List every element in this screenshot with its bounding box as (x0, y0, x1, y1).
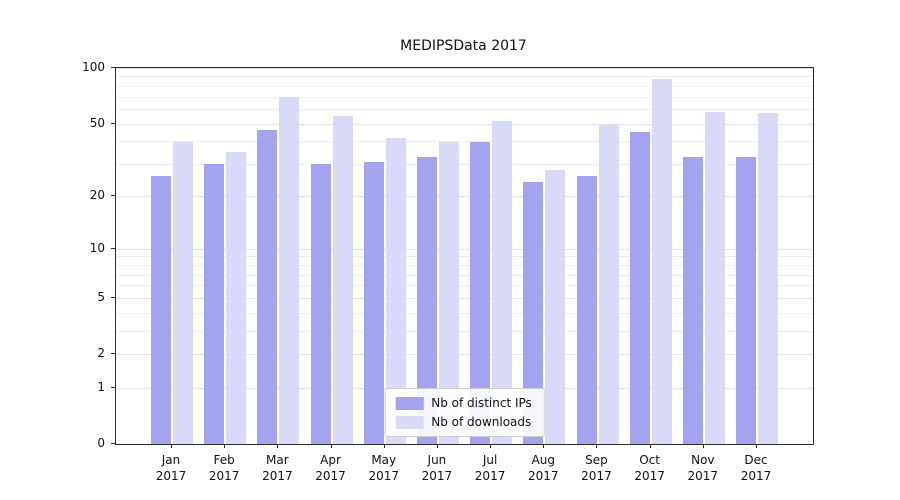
bar-distinct-ips-may (363, 161, 384, 444)
gridline (116, 264, 813, 266)
bar-distinct-ips-mar (257, 130, 278, 444)
y-tick-mark (111, 122, 115, 124)
gridline (116, 141, 813, 143)
x-tick-mark (702, 444, 704, 448)
x-tick-label-jan: Jan 2017 (155, 453, 187, 483)
bar-distinct-ips-jul (470, 141, 491, 444)
gridline (116, 274, 813, 276)
gridline (116, 331, 813, 333)
gridline (116, 312, 813, 314)
x-tick-label-feb: Feb 2017 (208, 453, 240, 483)
bar-downloads-feb (226, 152, 247, 444)
gridline (116, 123, 813, 125)
x-tick-label-jul: Jul 2017 (474, 453, 506, 483)
x-tick-label-nov: Nov 2017 (687, 453, 719, 483)
legend: Nb of distinct IPs Nb of downloads (384, 388, 545, 437)
x-tick-label-dec: Dec 2017 (740, 453, 772, 483)
y-tick-label-2: 2 (97, 346, 105, 361)
y-tick-label-100: 100 (82, 60, 105, 74)
gridline (116, 195, 813, 197)
y-tick-label-1: 1 (97, 379, 105, 394)
x-tick-mark (649, 444, 651, 448)
x-tick-label-jun: Jun 2017 (421, 453, 453, 483)
bar-distinct-ips-oct (629, 132, 650, 444)
legend-swatch-downloads (395, 415, 424, 429)
x-tick-label-aug: Aug 2017 (527, 453, 559, 483)
bar-distinct-ips-jan (151, 175, 171, 444)
y-tick-label-20: 20 (89, 187, 105, 202)
y-tick-mark (111, 443, 115, 444)
x-tick-mark (596, 444, 598, 448)
gridline (116, 354, 813, 356)
x-tick-label-oct: Oct 2017 (634, 453, 665, 483)
bar-downloads-aug (545, 169, 566, 444)
gridline (116, 76, 813, 78)
legend-item-downloads: Nb of downloads (395, 415, 532, 429)
bar-downloads-jul (492, 120, 513, 444)
y-tick-label-10: 10 (89, 240, 105, 255)
gridline (116, 164, 813, 166)
gridline (116, 298, 813, 300)
x-tick-mark (436, 444, 438, 448)
bar-downloads-jun (438, 141, 459, 444)
x-tick-label-may: May 2017 (368, 453, 399, 483)
y-tick-mark (111, 194, 115, 196)
bar-downloads-mar (279, 96, 300, 444)
x-tick-mark (543, 444, 545, 448)
gridline (116, 109, 813, 111)
bar-distinct-ips-aug (523, 181, 544, 444)
bar-downloads-dec (758, 113, 778, 444)
gridline (116, 68, 813, 69)
gridline (116, 248, 813, 250)
gridline (116, 285, 813, 287)
legend-swatch-distinct-ips (395, 396, 424, 410)
bar-distinct-ips-jun (416, 156, 437, 444)
bar-downloads-jan (173, 141, 193, 444)
gridline (116, 85, 813, 87)
bar-downloads-nov (704, 111, 725, 444)
y-tick-label-0: 0 (97, 436, 105, 450)
x-tick-mark (756, 444, 757, 448)
x-tick-label-apr: Apr 2017 (315, 453, 346, 483)
legend-label-distinct-ips: Nb of distinct IPs (431, 396, 532, 410)
bar-downloads-may (385, 137, 406, 444)
x-tick-mark (330, 444, 332, 448)
x-tick-mark (383, 444, 385, 448)
x-tick-mark (171, 444, 172, 448)
y-tick-mark (111, 297, 115, 299)
y-tick-mark (111, 386, 115, 388)
plot-area: Nb of distinct IPs Nb of downloads (115, 67, 814, 445)
x-tick-mark (277, 444, 279, 448)
gridline (116, 256, 813, 258)
x-tick-mark (224, 444, 226, 448)
bar-distinct-ips-feb (204, 164, 225, 444)
y-tick-mark (111, 247, 115, 249)
x-tick-label-sep: Sep 2017 (581, 453, 612, 483)
bar-distinct-ips-nov (682, 156, 703, 444)
chart-title: MEDIPSData 2017 (400, 38, 527, 54)
bar-downloads-apr (332, 116, 353, 444)
legend-item-distinct-ips: Nb of distinct IPs (395, 396, 532, 410)
y-tick-label-50: 50 (89, 115, 105, 130)
y-tick-label-5: 5 (97, 290, 105, 305)
y-tick-mark (111, 67, 115, 68)
x-tick-label-mar: Mar 2017 (262, 453, 293, 483)
bar-distinct-ips-dec (736, 156, 756, 444)
x-tick-mark (490, 444, 492, 448)
legend-label-downloads: Nb of downloads (431, 415, 532, 429)
gridline (116, 96, 813, 98)
bar-downloads-sep (598, 125, 619, 444)
bar-downloads-oct (651, 79, 672, 444)
bar-distinct-ips-sep (576, 175, 597, 444)
y-tick-mark (111, 353, 115, 355)
bar-distinct-ips-apr (310, 164, 331, 444)
